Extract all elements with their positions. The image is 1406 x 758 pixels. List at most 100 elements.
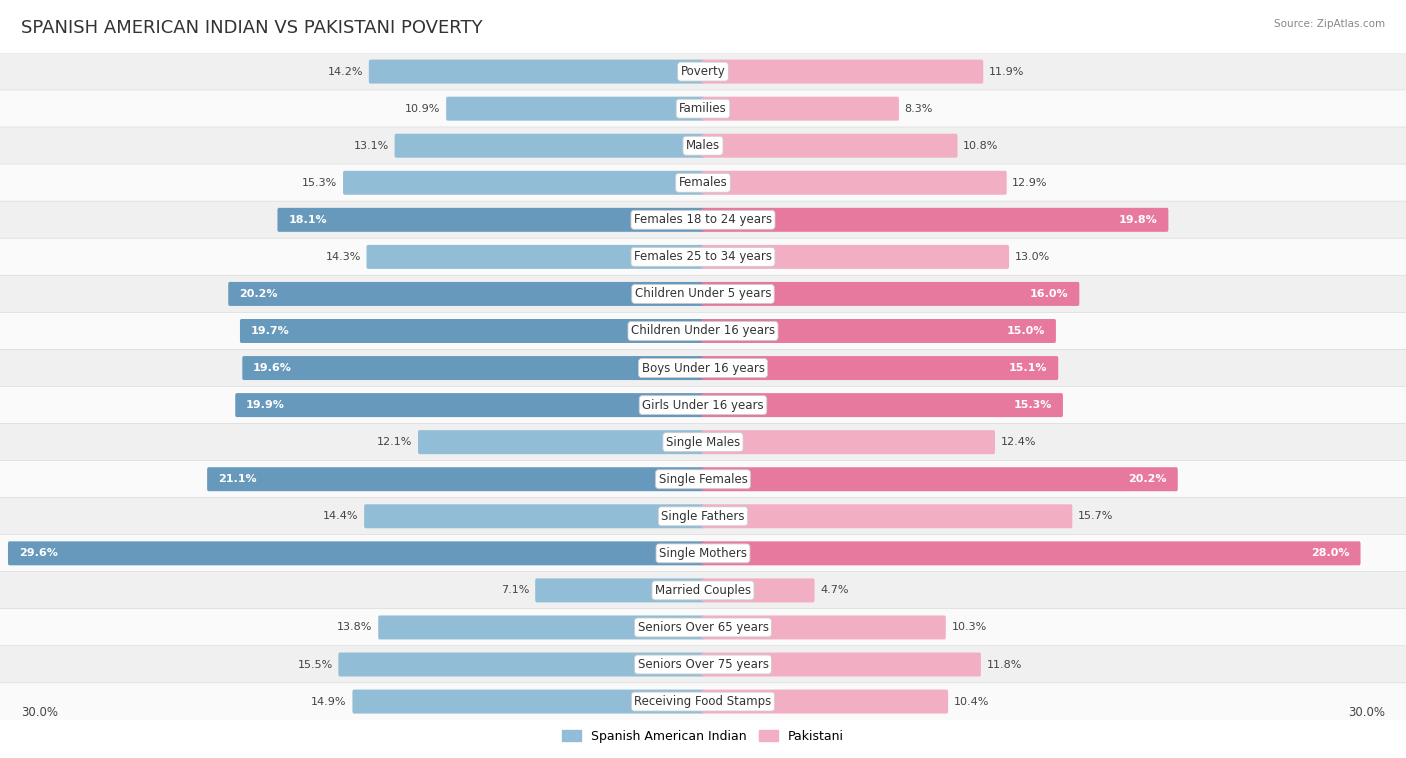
Text: 15.1%: 15.1% — [1010, 363, 1047, 373]
FancyBboxPatch shape — [0, 683, 1406, 720]
FancyBboxPatch shape — [0, 461, 1406, 498]
Text: Single Males: Single Males — [666, 436, 740, 449]
Text: 12.4%: 12.4% — [1001, 437, 1036, 447]
FancyBboxPatch shape — [0, 497, 1406, 535]
FancyBboxPatch shape — [702, 60, 983, 83]
FancyBboxPatch shape — [0, 127, 1406, 164]
Text: 21.1%: 21.1% — [218, 475, 256, 484]
FancyBboxPatch shape — [207, 467, 704, 491]
FancyBboxPatch shape — [0, 609, 1406, 646]
FancyBboxPatch shape — [702, 690, 948, 713]
FancyBboxPatch shape — [702, 541, 1361, 565]
Text: 28.0%: 28.0% — [1312, 548, 1350, 559]
Text: 10.8%: 10.8% — [963, 141, 998, 151]
FancyBboxPatch shape — [702, 171, 1007, 195]
Text: 14.2%: 14.2% — [328, 67, 363, 77]
Text: 19.9%: 19.9% — [246, 400, 285, 410]
FancyBboxPatch shape — [702, 431, 995, 454]
Text: Girls Under 16 years: Girls Under 16 years — [643, 399, 763, 412]
Text: Males: Males — [686, 139, 720, 152]
FancyBboxPatch shape — [0, 349, 1406, 387]
FancyBboxPatch shape — [702, 578, 814, 603]
Text: 10.9%: 10.9% — [405, 104, 440, 114]
FancyBboxPatch shape — [702, 282, 1080, 306]
Text: 11.9%: 11.9% — [988, 67, 1024, 77]
FancyBboxPatch shape — [378, 615, 704, 640]
Text: 13.0%: 13.0% — [1015, 252, 1050, 262]
Text: Source: ZipAtlas.com: Source: ZipAtlas.com — [1274, 19, 1385, 29]
FancyBboxPatch shape — [702, 653, 981, 676]
Text: 8.3%: 8.3% — [904, 104, 934, 114]
FancyBboxPatch shape — [702, 393, 1063, 417]
Text: 14.3%: 14.3% — [326, 252, 361, 262]
FancyBboxPatch shape — [536, 578, 704, 603]
FancyBboxPatch shape — [0, 238, 1406, 276]
Text: 20.2%: 20.2% — [239, 289, 277, 299]
Text: Females: Females — [679, 177, 727, 190]
Text: 30.0%: 30.0% — [1348, 706, 1385, 719]
FancyBboxPatch shape — [367, 245, 704, 269]
FancyBboxPatch shape — [0, 201, 1406, 239]
FancyBboxPatch shape — [702, 504, 1073, 528]
Text: 19.7%: 19.7% — [250, 326, 290, 336]
Text: Single Fathers: Single Fathers — [661, 510, 745, 523]
FancyBboxPatch shape — [702, 467, 1178, 491]
Text: 12.1%: 12.1% — [377, 437, 412, 447]
FancyBboxPatch shape — [418, 431, 704, 454]
Text: 14.9%: 14.9% — [311, 697, 347, 706]
FancyBboxPatch shape — [277, 208, 704, 232]
FancyBboxPatch shape — [0, 164, 1406, 202]
FancyBboxPatch shape — [702, 319, 1056, 343]
FancyBboxPatch shape — [0, 275, 1406, 312]
Text: 15.3%: 15.3% — [1014, 400, 1052, 410]
FancyBboxPatch shape — [8, 541, 704, 565]
Text: 15.0%: 15.0% — [1007, 326, 1045, 336]
Text: 20.2%: 20.2% — [1129, 475, 1167, 484]
Text: 18.1%: 18.1% — [288, 215, 326, 225]
Text: 10.3%: 10.3% — [952, 622, 987, 632]
Text: Children Under 5 years: Children Under 5 years — [634, 287, 772, 300]
Text: 12.9%: 12.9% — [1012, 178, 1047, 188]
FancyBboxPatch shape — [235, 393, 704, 417]
Legend: Spanish American Indian, Pakistani: Spanish American Indian, Pakistani — [557, 725, 849, 748]
Text: 7.1%: 7.1% — [501, 585, 530, 595]
Text: Single Females: Single Females — [658, 473, 748, 486]
Text: SPANISH AMERICAN INDIAN VS PAKISTANI POVERTY: SPANISH AMERICAN INDIAN VS PAKISTANI POV… — [21, 19, 482, 37]
Text: Females 25 to 34 years: Females 25 to 34 years — [634, 250, 772, 263]
Text: Poverty: Poverty — [681, 65, 725, 78]
Text: 19.6%: 19.6% — [253, 363, 292, 373]
FancyBboxPatch shape — [446, 97, 704, 121]
FancyBboxPatch shape — [0, 90, 1406, 127]
Text: 15.3%: 15.3% — [302, 178, 337, 188]
Text: Families: Families — [679, 102, 727, 115]
Text: Seniors Over 65 years: Seniors Over 65 years — [637, 621, 769, 634]
Text: 4.7%: 4.7% — [820, 585, 849, 595]
FancyBboxPatch shape — [0, 387, 1406, 424]
Text: Children Under 16 years: Children Under 16 years — [631, 324, 775, 337]
FancyBboxPatch shape — [702, 245, 1010, 269]
Text: 15.7%: 15.7% — [1078, 512, 1114, 522]
FancyBboxPatch shape — [240, 319, 704, 343]
FancyBboxPatch shape — [0, 646, 1406, 683]
FancyBboxPatch shape — [395, 133, 704, 158]
Text: 19.8%: 19.8% — [1119, 215, 1157, 225]
FancyBboxPatch shape — [0, 53, 1406, 90]
Text: 10.4%: 10.4% — [953, 697, 988, 706]
FancyBboxPatch shape — [702, 97, 898, 121]
Text: Females 18 to 24 years: Females 18 to 24 years — [634, 213, 772, 227]
FancyBboxPatch shape — [353, 690, 704, 713]
FancyBboxPatch shape — [0, 424, 1406, 461]
Text: 11.8%: 11.8% — [987, 659, 1022, 669]
FancyBboxPatch shape — [702, 208, 1168, 232]
Text: 13.1%: 13.1% — [354, 141, 389, 151]
FancyBboxPatch shape — [368, 60, 704, 83]
Text: 29.6%: 29.6% — [18, 548, 58, 559]
FancyBboxPatch shape — [242, 356, 704, 380]
Text: 16.0%: 16.0% — [1031, 289, 1069, 299]
FancyBboxPatch shape — [702, 356, 1059, 380]
FancyBboxPatch shape — [339, 653, 704, 676]
FancyBboxPatch shape — [702, 615, 946, 640]
Text: 13.8%: 13.8% — [337, 622, 373, 632]
Text: 15.5%: 15.5% — [298, 659, 333, 669]
Text: Single Mothers: Single Mothers — [659, 547, 747, 560]
